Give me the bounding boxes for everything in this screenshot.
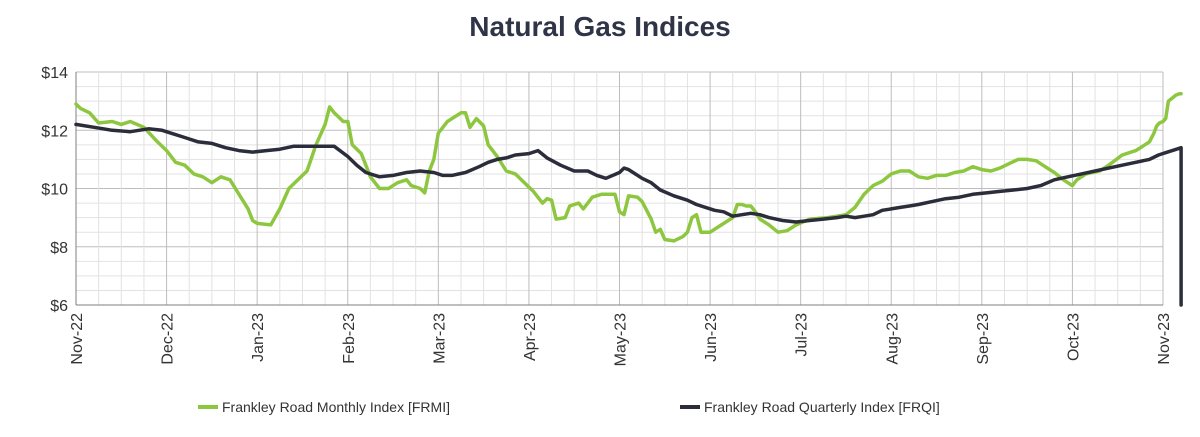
series-line-frqi: [74, 122, 1183, 307]
series-layer: [74, 92, 1183, 307]
x-tick-label: May-23: [613, 313, 630, 366]
x-tick-label: Dec-22: [160, 313, 177, 365]
y-tick-label: $10: [41, 182, 68, 199]
x-tick-label: Oct-23: [1065, 313, 1082, 361]
chart-title: Natural Gas Indices: [469, 11, 730, 42]
x-tick-label: Jun-23: [703, 313, 720, 362]
chart-axes: [75, 72, 1163, 306]
series-line-frmi: [74, 92, 1183, 243]
x-axis-ticks: Nov-22 Dec-22 Jan-23 Feb-23 Mar-23 Apr-23 May-…: [69, 313, 1173, 366]
x-tick-label: Jan-23: [250, 313, 267, 362]
x-tick-label: Sep-23: [975, 313, 992, 365]
legend-label-frqi: Frankley Road Quarterly Index [FRQI]: [704, 399, 940, 415]
y-tick-label: $12: [41, 123, 68, 140]
x-tick-label: Apr-23: [522, 313, 539, 361]
y-tick-label: $8: [50, 240, 68, 257]
x-tick-label: Aug-23: [884, 313, 901, 365]
grid-lines: [75, 71, 1164, 306]
x-tick-label: Mar-23: [431, 313, 448, 364]
legend-label-frmi: Frankley Road Monthly Index [FRMI]: [222, 399, 450, 415]
legend: Frankley Road Monthly Index [FRMI] Frankl…: [198, 399, 940, 415]
x-tick-label: Nov-23: [1156, 313, 1173, 365]
x-tick-label: Nov-22: [69, 313, 86, 365]
y-tick-label: $6: [50, 298, 68, 315]
y-axis-ticks: $6 $8 $10 $12 $14: [41, 65, 68, 315]
y-tick-label: $14: [41, 65, 68, 82]
x-tick-label: Jul-23: [794, 313, 811, 357]
x-tick-label: Feb-23: [341, 313, 358, 364]
